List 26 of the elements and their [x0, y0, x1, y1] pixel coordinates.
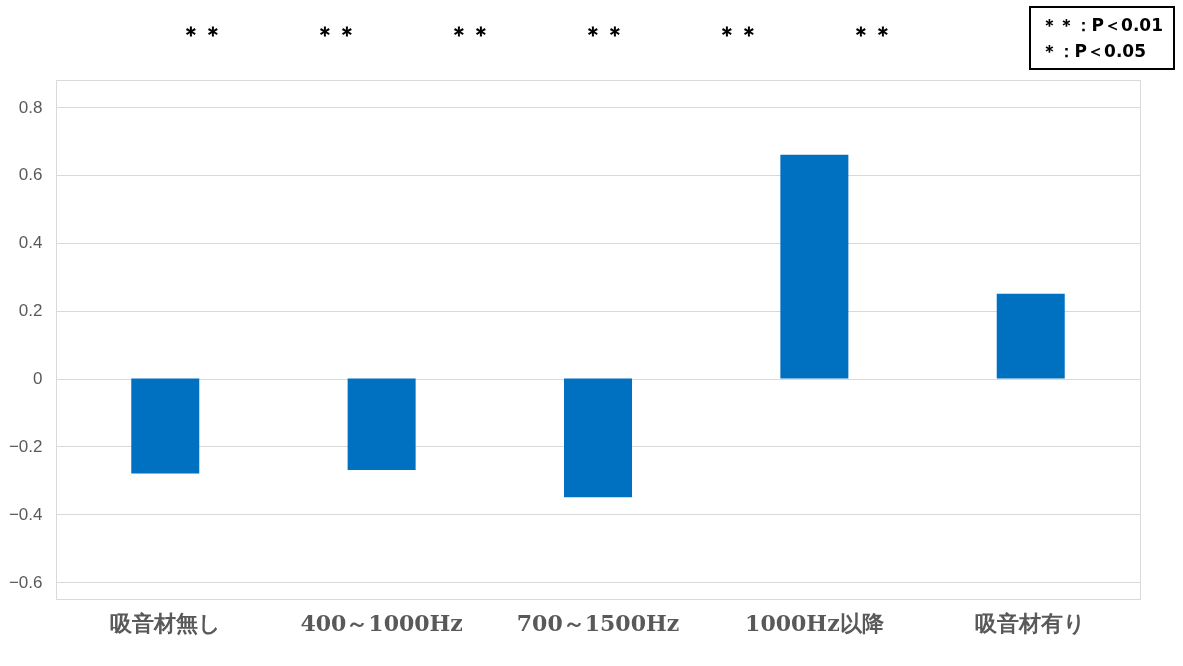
- text: ＊＊: [582, 21, 626, 49]
- x-tick-label: 700～1500Hz: [516, 609, 680, 636]
- y-tick-label: 0.2: [18, 301, 43, 321]
- y-tick-label: 0.6: [18, 165, 43, 185]
- bar: [564, 378, 632, 498]
- bar: [131, 378, 200, 474]
- text: ＊：P＜0.05: [1040, 40, 1147, 63]
- x-tick-label: 400～1000Hz: [300, 609, 463, 636]
- y-tick-label: 0.8: [18, 97, 43, 117]
- x-tick-label: 1000Hz以降: [745, 609, 885, 636]
- y-tick-label: 0: [33, 369, 43, 389]
- y-tick-label: −0.6: [8, 572, 43, 592]
- text: ＊＊：P＜0.01: [1040, 14, 1163, 37]
- x-tick-label: 吸音材無し: [109, 609, 221, 636]
- y-tick-label: −0.2: [8, 436, 43, 456]
- bar: [347, 378, 416, 471]
- bar: [780, 154, 849, 379]
- text: ＊＊: [180, 21, 224, 49]
- x-tick-label: 吸音材有り: [975, 609, 1087, 636]
- text: ＊＊: [448, 21, 492, 49]
- y-tick-label: −0.4: [8, 504, 43, 524]
- y-tick-label: 0.4: [18, 233, 43, 253]
- text: ＊＊: [314, 21, 358, 49]
- text: ＊＊: [716, 21, 760, 49]
- text: ＊＊: [850, 21, 894, 49]
- bar: [996, 293, 1065, 379]
